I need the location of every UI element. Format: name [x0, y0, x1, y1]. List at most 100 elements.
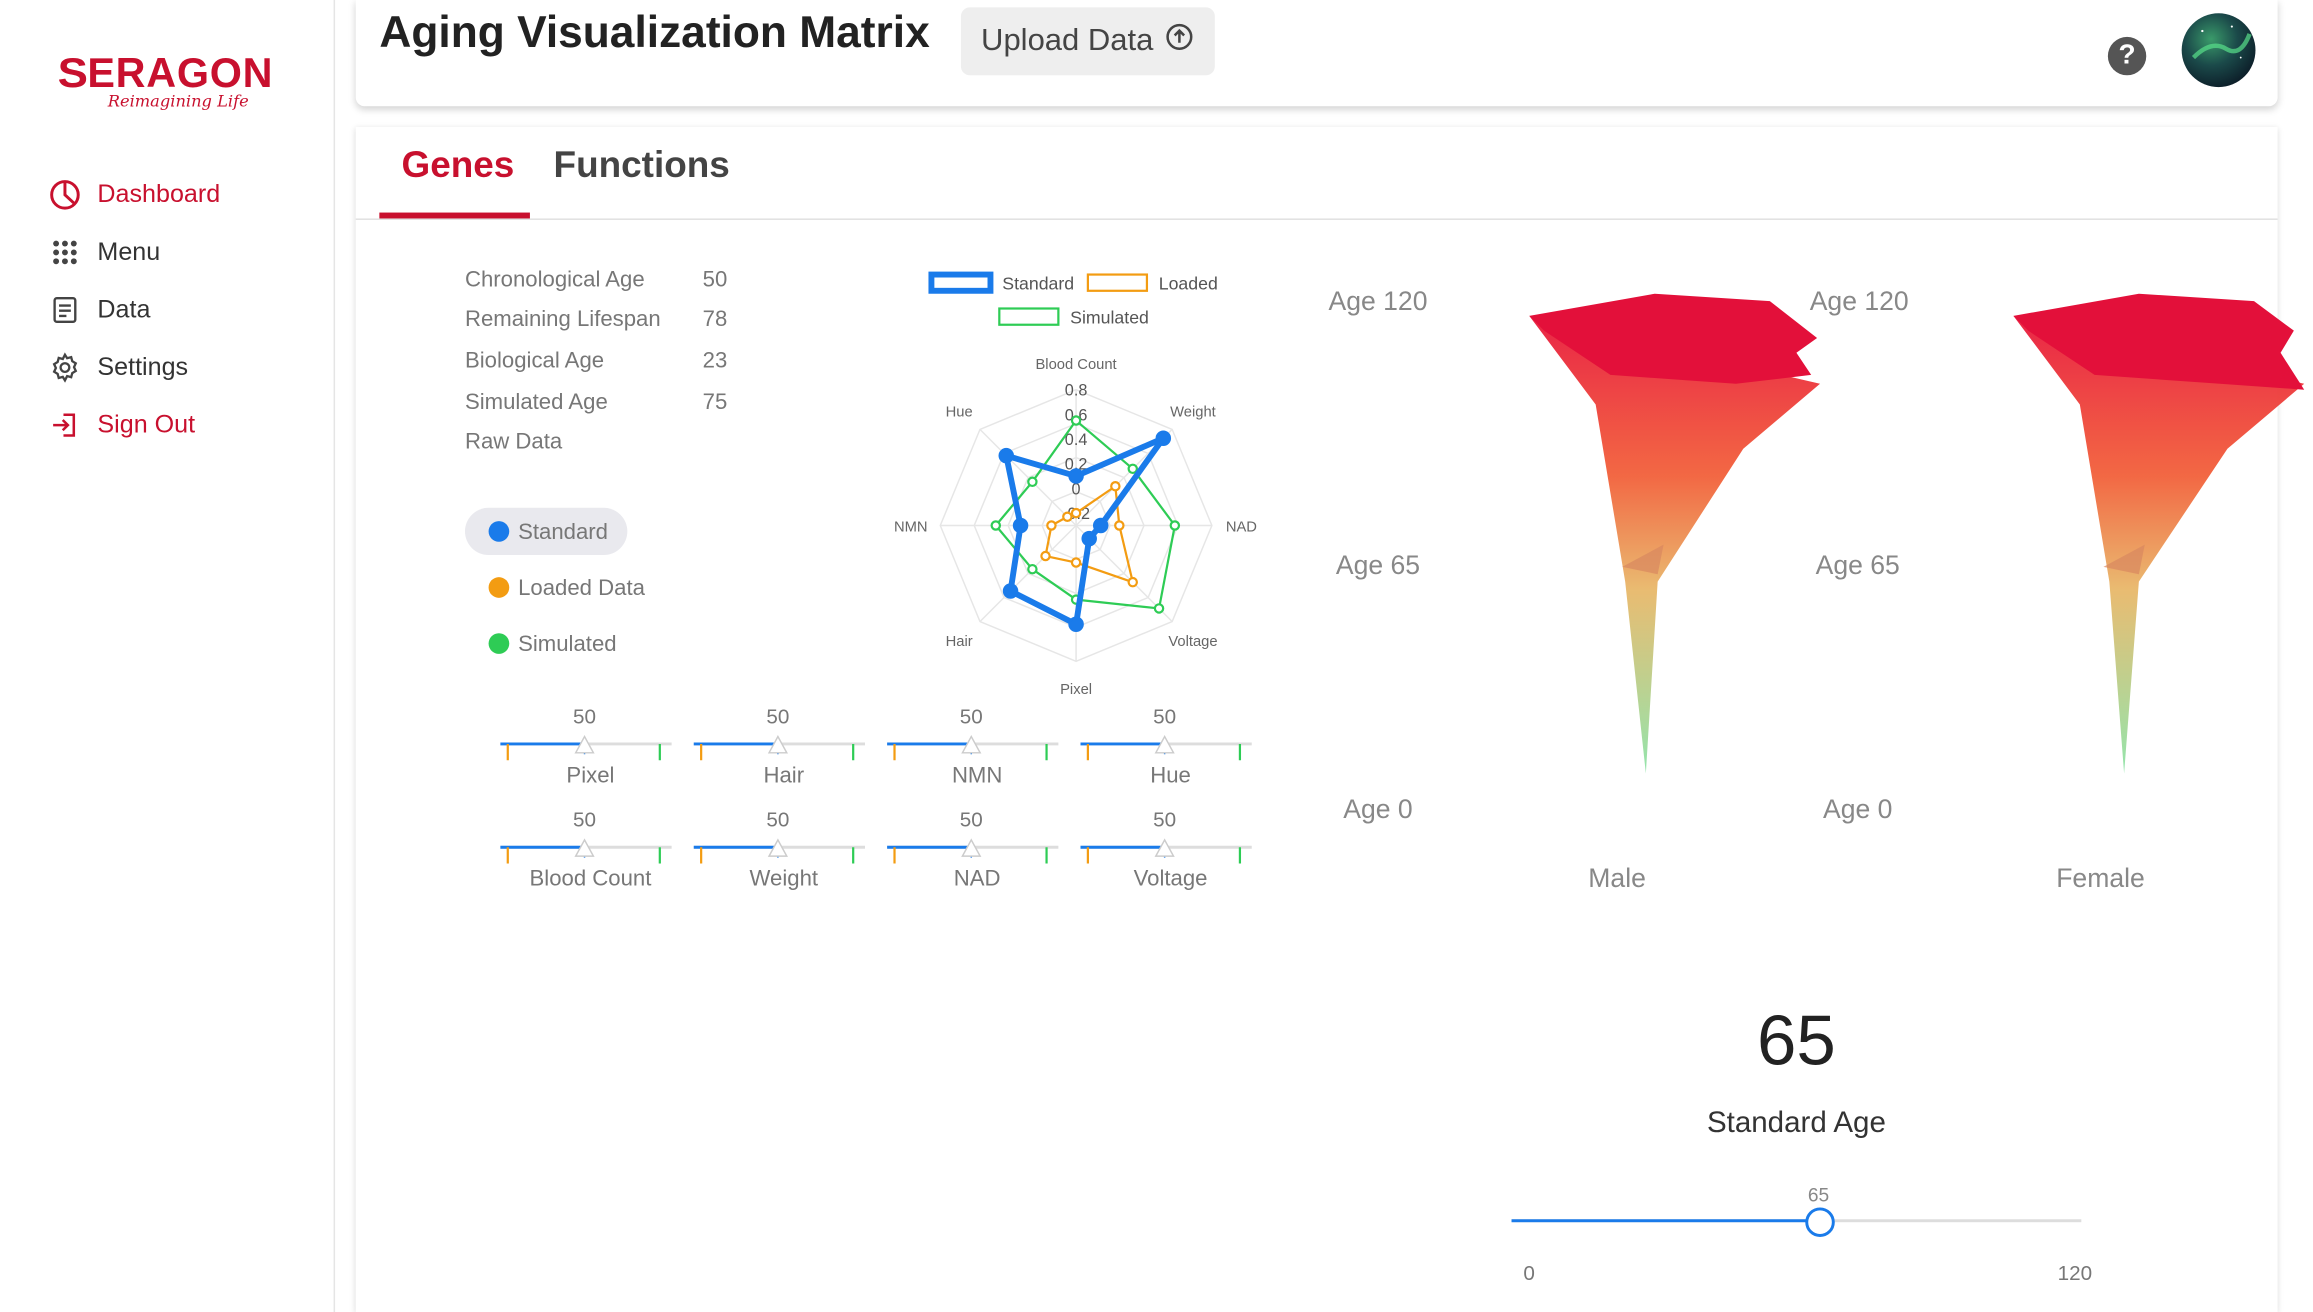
gene-slider-nmn[interactable]: 50 NMN: [884, 704, 1061, 790]
radar-point-simulated: [1169, 520, 1181, 531]
slider-track: [1080, 838, 1252, 864]
slider-track: [500, 838, 672, 864]
stat-value: 75: [702, 389, 728, 415]
male-aging-surface[interactable]: [1522, 286, 1832, 788]
chart-legend-swatch: [998, 307, 1060, 326]
radar-axis-label: Hue: [946, 405, 973, 421]
radar-tick-label: 0.2: [1065, 456, 1088, 474]
sidebar-item-label: Dashboard: [97, 179, 221, 208]
sidebar-item-data[interactable]: Data: [47, 280, 220, 338]
chart-legend-label: Loaded: [1159, 273, 1218, 293]
slider-name: NAD: [953, 866, 1001, 892]
slider-track: [1080, 735, 1252, 761]
radar-point-simulated: [1027, 563, 1038, 575]
series-color-dot: [488, 633, 510, 654]
radar-point-simulated: [990, 520, 1002, 531]
avatar[interactable]: [2181, 13, 2256, 88]
slider-track: [693, 735, 865, 761]
gene-slider-pixel[interactable]: 50 Pixel: [497, 704, 674, 790]
stat-value: 50: [702, 267, 728, 293]
age-label-mid: Age 65: [1815, 550, 1900, 581]
standard-age-value: 65: [1756, 1002, 1836, 1081]
series-toggle-simulated[interactable]: Simulated: [465, 620, 617, 667]
header-bar: Aging Visualization Matrix Upload Data ?: [355, 0, 2278, 107]
female-label: Female: [2056, 863, 2145, 894]
tab-functions[interactable]: Functions: [553, 144, 730, 186]
slider-current-value: 65: [1807, 1183, 1830, 1206]
slider-thumb[interactable]: [1805, 1207, 1835, 1237]
age-label-bottom: Age 0: [1343, 794, 1413, 824]
age-label-top: Age 120: [1809, 286, 1909, 316]
slider-name: Hue: [1150, 763, 1191, 789]
radar-point-loaded: [1046, 520, 1057, 531]
stat-row: Remaining Lifespan 78: [465, 307, 731, 337]
upload-data-button[interactable]: Upload Data: [960, 7, 1215, 76]
raw-data-link[interactable]: Raw Data: [465, 430, 731, 460]
slider-name: Voltage: [1133, 866, 1208, 892]
radar-axis-label: Hair: [946, 634, 973, 650]
pie-chart-icon: [47, 176, 82, 211]
slider-value: 50: [959, 704, 983, 728]
sidebar-item-label: Settings: [97, 352, 189, 381]
brand-logo[interactable]: SERAGON Reimagining Life: [57, 50, 295, 124]
gene-slider-hair[interactable]: 50 Hair: [691, 704, 868, 790]
standard-age-slider[interactable]: 65 0 120: [1511, 1178, 2092, 1284]
gene-slider-voltage[interactable]: 50 Voltage: [1078, 807, 1255, 893]
sidebar: SERAGON Reimagining Life Dashboard Menu: [2, 0, 336, 1312]
gene-slider-weight[interactable]: 50 Weight: [691, 807, 868, 893]
slider-fill: [1511, 1219, 1821, 1223]
stat-row: Biological Age 23: [465, 348, 731, 378]
sidebar-item-label: Sign Out: [97, 409, 196, 438]
radar-point-standard: [1068, 468, 1084, 484]
upload-icon: [1165, 22, 1195, 60]
sidebar-item-label: Data: [97, 294, 151, 323]
series-label: Simulated: [518, 631, 617, 657]
radar-tick-label: 0: [1072, 480, 1081, 498]
radar-axis-label: NAD: [1226, 519, 1257, 535]
tab-genes[interactable]: Genes: [401, 144, 515, 186]
radar-point-loaded: [1114, 520, 1125, 531]
slider-max-label: 120: [2057, 1260, 2093, 1285]
chart-legend-swatch: [928, 271, 994, 294]
slider-name: Pixel: [566, 763, 615, 789]
sidebar-nav: Dashboard Menu Data Settings: [47, 165, 220, 453]
gene-slider-nad[interactable]: 50 NAD: [884, 807, 1061, 893]
help-icon[interactable]: ?: [2107, 36, 2147, 76]
age-label-mid: Age 65: [1335, 550, 1421, 581]
sign-out-icon: [47, 407, 82, 442]
radar-point-loaded: [1070, 557, 1082, 568]
series-color-dot: [488, 577, 510, 598]
radar-axis-label: Pixel: [1060, 682, 1092, 698]
tab-bar: Genes Functions: [355, 127, 2278, 220]
radar-point-standard: [998, 447, 1015, 464]
radar-point-standard: [1081, 530, 1097, 547]
sidebar-item-menu[interactable]: Menu: [47, 223, 220, 281]
series-toggle-loaded[interactable]: Loaded Data: [465, 564, 645, 611]
chart-legend-label: Simulated: [1070, 307, 1149, 327]
radar-point-simulated: [1153, 603, 1165, 614]
slider-value: 50: [573, 807, 597, 832]
radar-point-simulated: [1070, 415, 1082, 426]
logo-text: SERAGON: [57, 50, 274, 96]
radar-point-simulated: [1027, 476, 1038, 488]
gene-slider-blood-count[interactable]: 50 Blood Count: [497, 807, 674, 893]
gene-slider-hue[interactable]: 50 Hue: [1078, 704, 1255, 790]
radar-point-simulated: [1127, 463, 1138, 475]
series-toggle-standard[interactable]: Standard: [464, 507, 628, 556]
radar-point-loaded: [1040, 550, 1051, 562]
radar-axis-label: NMN: [894, 519, 928, 535]
sidebar-item-sign-out[interactable]: Sign Out: [47, 396, 220, 454]
upload-label: Upload Data: [981, 23, 1154, 58]
stat-label: Biological Age: [464, 348, 605, 374]
age-label-bottom: Age 0: [1822, 794, 1893, 824]
male-label: Male: [1588, 863, 1646, 894]
slider-name: Weight: [749, 866, 819, 892]
series-label: Standard: [518, 518, 608, 544]
radar-spoke: [979, 428, 1077, 527]
slider-value: 50: [1153, 807, 1177, 832]
sidebar-item-settings[interactable]: Settings: [47, 338, 220, 396]
sidebar-item-dashboard[interactable]: Dashboard: [47, 165, 220, 223]
female-aging-surface[interactable]: [2006, 286, 2313, 788]
radar-tick-label: 0.4: [1065, 431, 1088, 449]
